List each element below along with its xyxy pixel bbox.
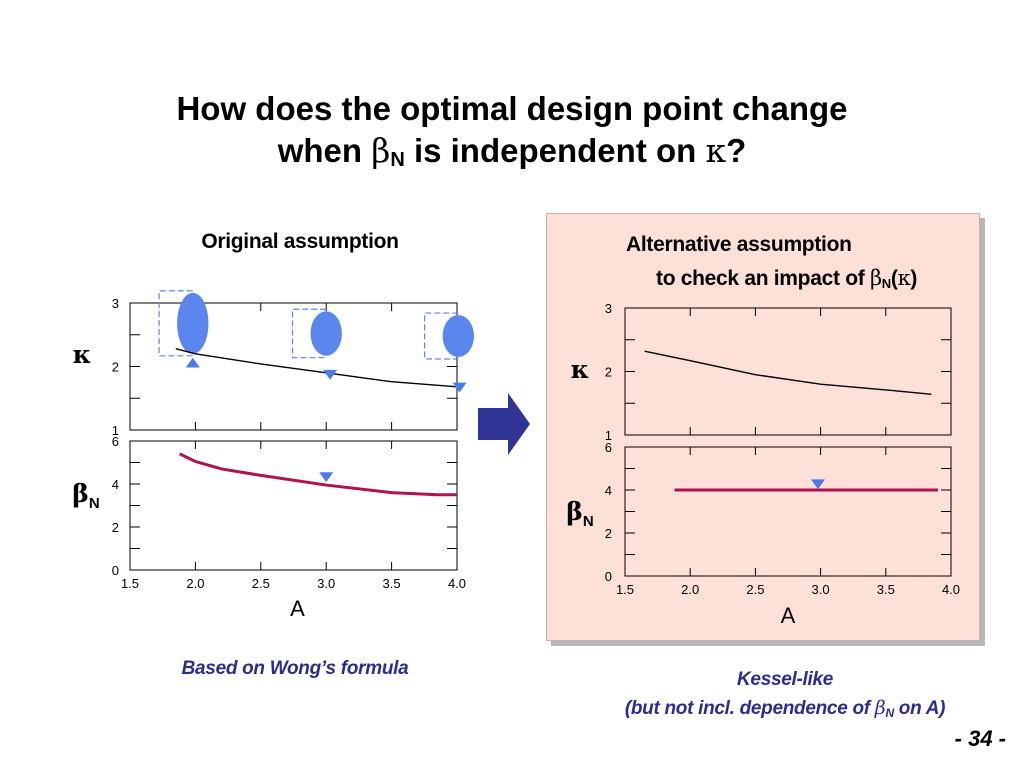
right-beta-ytick-label: 2 — [605, 526, 612, 541]
right-beta-xtick-label: 3.5 — [877, 582, 895, 597]
left-beta-xtick-label: 3.0 — [317, 576, 335, 591]
alternative-assumption-caption: Alternative assumption — [626, 233, 852, 256]
right-beta-ylabel-subscript: N — [583, 513, 594, 530]
kessel-like-note: Kessel-like (but not incl. dependence of… — [560, 666, 1010, 727]
original-assumption-caption: Original assumption — [201, 230, 399, 253]
right-beta-triangle-down-icon — [810, 479, 825, 490]
impact-open-paren: ( — [890, 267, 898, 290]
impact-beta-subscript: N — [881, 276, 891, 291]
left-beta-triangle-down-icon — [319, 472, 334, 483]
title-beta-subscript: N — [390, 149, 405, 171]
left-beta-frame — [129, 440, 458, 571]
left-beta-ytick-label: 6 — [112, 434, 119, 449]
right-kappa-ytick-label: 1 — [605, 428, 612, 443]
left-kappa-design-ellipse — [310, 311, 342, 356]
left-kappa-triangle-down-icon — [323, 369, 338, 380]
kessel-like-line-2: (but not incl. dependence of βN on A) — [560, 694, 1010, 727]
right-beta-xtick-label: 1.5 — [616, 582, 634, 597]
left-beta-xtick-label: 1.5 — [121, 576, 139, 591]
right-kappa-ylabel: κ — [571, 355, 590, 384]
title-when: when — [277, 132, 372, 169]
left-beta-series-line — [179, 452, 457, 497]
impact-caption-text: to check an impact of — [656, 267, 870, 290]
plots-group: 1 2 3 κ 0 2 4 6 1.5 2.0 2.5 3.0 3.5 4.0 AβN 1 2 3 κ 0 2 4 6 1.5… — [72, 290, 960, 628]
impact-kappa-symbol: κ — [897, 266, 911, 290]
title-beta-symbol: β — [371, 131, 391, 170]
left-beta-ytick-label: 2 — [112, 520, 119, 535]
kessel-beta-subscript: N — [885, 706, 894, 720]
right-arrow-icon — [478, 393, 530, 455]
right-beta-xtick-label: 4.0 — [942, 582, 960, 597]
left-kappa-design-ellipse — [442, 315, 475, 357]
left-beta-ylabel: βN — [72, 479, 99, 512]
kessel-like-line-2-pre: (but not incl. dependence of — [624, 698, 875, 719]
left-kappa-series-line — [175, 348, 458, 388]
title-mid: is independent on — [404, 132, 706, 169]
left-kappa-ytick-label: 3 — [112, 296, 119, 311]
alternative-assumption-panel — [546, 213, 980, 641]
left-kappa-ylabel: κ — [73, 340, 92, 369]
right-kappa-plot: 1 2 3 κ — [571, 301, 952, 443]
right-beta-xtick-label: 3.0 — [812, 582, 830, 597]
left-kappa-plot: 1 2 3 κ — [73, 290, 475, 438]
left-kappa-triangle-down-icon — [452, 382, 467, 393]
left-beta-ylabel-subscript: N — [89, 495, 100, 512]
right-kappa-ytick-label: 3 — [605, 301, 612, 316]
title-kappa-symbol: κ — [705, 131, 727, 170]
left-kappa-triangle-up-icon — [185, 357, 200, 368]
left-beta-plot: 0 2 4 6 1.5 2.0 2.5 3.0 3.5 4.0 AβN — [72, 434, 466, 621]
left-beta-xtick-label: 2.0 — [186, 576, 204, 591]
kessel-beta-symbol: β — [874, 697, 886, 719]
right-beta-xtick-label: 2.0 — [681, 582, 699, 597]
left-kappa-range-bracket — [424, 312, 459, 360]
right-beta-xlabel: A — [781, 603, 796, 628]
kessel-like-line-1: Kessel-like — [737, 669, 833, 690]
left-kappa-ytick-label: 1 — [112, 423, 119, 438]
left-beta-xtick-label: 2.5 — [252, 576, 270, 591]
title-question: ? — [726, 132, 747, 169]
right-beta-frame — [624, 446, 952, 577]
right-beta-plot: 0 2 4 6 1.5 2.0 2.5 3.0 3.5 4.0 AβN — [566, 440, 960, 628]
impact-caption: to check an impact of βN(κ) — [656, 266, 917, 291]
right-beta-ytick-label: 0 — [605, 569, 612, 584]
right-kappa-series-line — [644, 350, 932, 396]
right-beta-ytick-label: 6 — [605, 440, 612, 455]
left-kappa-range-bracket — [291, 308, 327, 359]
right-kappa-ytick-label: 2 — [605, 365, 612, 380]
left-beta-xtick-label: 3.5 — [383, 576, 401, 591]
right-beta-ylabel: βN — [566, 497, 593, 530]
right-beta-ytick-label: 4 — [605, 483, 612, 498]
right-kappa-frame — [624, 307, 952, 436]
left-kappa-design-ellipse — [177, 292, 209, 354]
slide-title-line-1: How does the optimal design point change — [176, 90, 848, 127]
left-beta-xtick-label: 4.0 — [448, 576, 466, 591]
kessel-like-line-2-post: on A) — [893, 698, 946, 719]
page-number: - 34 - — [954, 726, 1006, 751]
left-beta-ytick-label: 0 — [112, 563, 119, 578]
left-beta-ytick-label: 4 — [112, 477, 119, 492]
left-kappa-ytick-label: 2 — [112, 360, 119, 375]
left-kappa-range-bracket — [158, 290, 193, 357]
slide-title-line-2: when βN is independent on κ? — [0, 130, 1024, 181]
slide-title: How does the optimal design point change… — [0, 88, 1024, 181]
right-beta-xtick-label: 2.5 — [746, 582, 764, 597]
left-beta-xlabel: A — [290, 596, 305, 621]
wong-formula-note: Based on Wong’s formula — [181, 658, 409, 679]
impact-close-paren: ) — [910, 267, 918, 290]
impact-beta-symbol: β — [869, 266, 882, 290]
